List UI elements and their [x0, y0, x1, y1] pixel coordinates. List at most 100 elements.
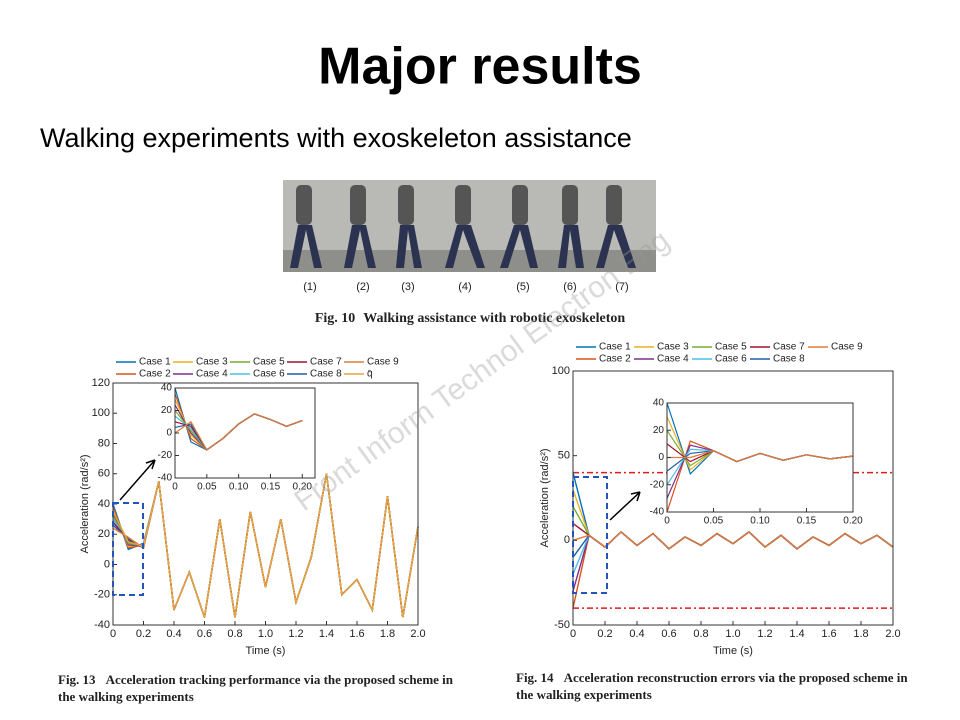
x-tick-label: 0.8 — [227, 628, 242, 640]
y-tick-label: -40 — [158, 473, 173, 484]
x-tick-label: 0.05 — [704, 516, 724, 527]
y-tick-label: -20 — [650, 479, 665, 490]
photo-label: (4) — [458, 281, 471, 293]
caption-label: Fig. 14 — [516, 670, 554, 685]
y-tick-label: 0 — [658, 452, 664, 463]
y-tick-label: 80 — [98, 437, 110, 449]
x-axis-label: Time (s) — [246, 645, 286, 657]
x-tick-label: 0.4 — [166, 628, 181, 640]
legend-label: Case 8 — [773, 354, 805, 365]
legend-label: Case 7 — [773, 342, 805, 353]
caption-text: Acceleration tracking performance via th… — [58, 672, 454, 704]
x-tick-label: 1.8 — [380, 628, 395, 640]
legend-label: Case 3 — [657, 342, 689, 353]
x-tick-label: 0.6 — [197, 628, 212, 640]
y-axis-label: Acceleration (rad/s²) — [539, 448, 551, 547]
legend-label: Case 6 — [715, 354, 747, 365]
x-tick-label: 1.6 — [821, 628, 836, 640]
legend-label: Case 9 — [831, 342, 863, 353]
legend-label: Case 1 — [599, 342, 631, 353]
caption-text: Walking assistance with robotic exoskele… — [363, 311, 625, 326]
x-tick-label: 0.15 — [797, 516, 817, 527]
y-tick-label: 60 — [98, 468, 110, 480]
x-tick-label: 1.0 — [258, 628, 273, 640]
zoom-box — [112, 502, 144, 596]
x-axis-label: Time (s) — [713, 645, 753, 657]
caption-label: Fig. 13 — [58, 672, 96, 687]
inset-chart: 0 0.05 0.10 0.15 0.20 -40 -20 0 20 40 — [650, 398, 864, 527]
legend-label: Case 6 — [253, 369, 285, 380]
legend-label: Case 2 — [599, 354, 631, 365]
x-tick-label: 0.10 — [750, 516, 770, 527]
zoom-arrow — [119, 459, 156, 501]
figure-caption: Fig. 14 Acceleration reconstruction error… — [516, 669, 926, 703]
legend-label: Case 4 — [657, 354, 689, 365]
y-tick-label: -20 — [158, 450, 173, 461]
photo-label: (6) — [563, 281, 576, 293]
photo-strip — [283, 180, 656, 272]
legend-label: Case 1 — [139, 357, 171, 368]
x-tick-label: 0.4 — [629, 628, 644, 640]
x-tick-label: 0.20 — [843, 516, 863, 527]
x-tick-label: 2.0 — [410, 628, 425, 640]
legend-label: Case 4 — [196, 369, 228, 380]
y-tick-label: -50 — [554, 619, 570, 631]
series-line — [112, 473, 419, 618]
slide-title: Major results — [318, 38, 642, 96]
y-tick-label: 40 — [161, 383, 173, 394]
y-tick-label: -40 — [650, 507, 665, 518]
caption-label: Fig. 10 — [315, 311, 355, 326]
legend-label: Case 9 — [367, 357, 399, 368]
x-tick-label: 0 — [172, 482, 178, 493]
y-tick-label: 20 — [161, 405, 173, 416]
y-tick-label: 50 — [558, 450, 570, 462]
y-tick-label: 100 — [552, 365, 570, 377]
photo-label: (3) — [401, 281, 414, 293]
x-tick-label: 0 — [664, 516, 670, 527]
zoom-box — [572, 476, 608, 594]
y-axis-label: Acceleration (rad/s²) — [79, 454, 91, 553]
legend-label: q̄ — [367, 369, 373, 380]
walkers — [290, 185, 636, 268]
legend-label: Case 7 — [310, 357, 342, 368]
y-tick-label: 40 — [653, 398, 665, 409]
photo-label: (2) — [356, 281, 369, 293]
x-tick-label: 0.15 — [261, 482, 281, 493]
photo-label: (1) — [303, 281, 316, 293]
series-line — [174, 413, 303, 451]
photo-caption: Fig. 10 Walking assistance with robotic e… — [315, 311, 626, 326]
series-line — [667, 450, 854, 463]
chart: 0 0.2 0.4 0.6 0.8 1.0 1.2 1.4 1.6 1.8 2.0 -40 -20 0 20… — [79, 357, 426, 657]
series-line — [572, 530, 894, 550]
legend-label: Case 2 — [139, 369, 171, 380]
x-tick-label: 0 — [110, 628, 116, 640]
x-tick-label: 1.4 — [319, 628, 334, 640]
legend-label: Case 8 — [310, 369, 342, 380]
legend-label: Case 3 — [196, 357, 228, 368]
x-tick-label: 0.6 — [661, 628, 676, 640]
x-tick-label: 1.0 — [725, 628, 740, 640]
x-tick-label: 1.2 — [288, 628, 303, 640]
x-tick-label: 0 — [570, 628, 576, 640]
x-tick-label: 0.2 — [136, 628, 151, 640]
y-tick-label: 0 — [166, 428, 172, 439]
photo-label: (7) — [615, 281, 628, 293]
photo-label: (5) — [516, 281, 529, 293]
x-tick-label: 2.0 — [885, 628, 900, 640]
y-tick-label: -20 — [94, 589, 110, 601]
y-tick-label: -40 — [94, 619, 110, 631]
inset-chart: 0 0.05 0.10 0.15 0.20 -40 -20 0 20 40 — [158, 383, 316, 493]
x-tick-label: 0.20 — [293, 482, 313, 493]
y-tick-label: 20 — [653, 425, 665, 436]
x-tick-label: 0.8 — [693, 628, 708, 640]
y-tick-label: 0 — [564, 534, 570, 546]
caption-text: Acceleration reconstruction errors via t… — [516, 670, 908, 702]
y-tick-label: 120 — [92, 377, 110, 389]
legend-label: Case 5 — [715, 342, 747, 353]
x-tick-label: 0.10 — [229, 482, 249, 493]
x-tick-label: 1.8 — [853, 628, 868, 640]
figure-caption: Fig. 13 Acceleration tracking performance… — [58, 671, 458, 705]
slide-subtitle: Walking experiments with exoskeleton ass… — [40, 123, 632, 153]
